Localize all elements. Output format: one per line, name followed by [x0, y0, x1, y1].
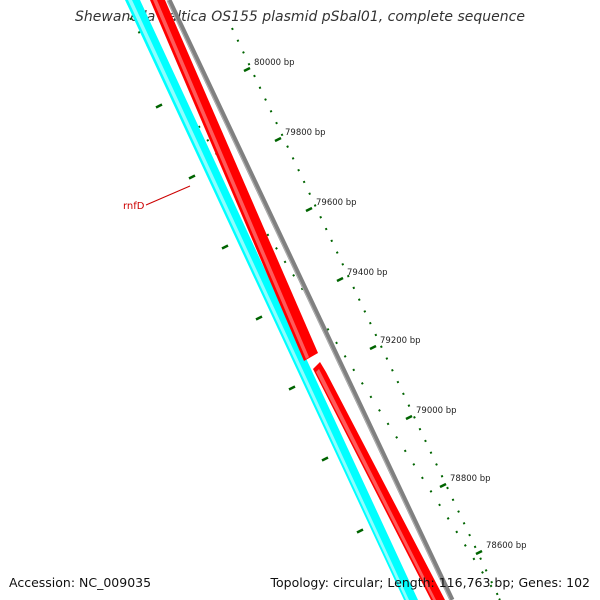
outer-major-tick: [274, 136, 282, 143]
scale-label: 79400 bp: [347, 268, 388, 278]
outer-major-tick: [439, 482, 447, 489]
forward-strand-track: [150, 0, 445, 600]
inner-major-ticks: [155, 103, 364, 534]
inner-major-tick: [221, 244, 229, 250]
forward-cds-highlight-2: [316, 369, 436, 600]
outer-major-tick: [336, 276, 344, 283]
scale-label: 78800 bp: [450, 474, 491, 484]
scale-labels: 80000 bp 79800 bp 79600 bp 79400 bp 79200 bp…: [254, 58, 527, 551]
forward-cds-feature-1: [150, 0, 318, 361]
map-title: Shewanella baltica OS155 plasmid pSbal01…: [75, 9, 525, 25]
reverse-cds-feature: [125, 0, 418, 600]
scale-label: 79000 bp: [416, 406, 457, 416]
scale-label: 78600 bp: [486, 541, 527, 551]
reverse-cds-highlight: [128, 0, 409, 600]
reverse-strand-track: [125, 0, 418, 600]
forward-cds-highlight-1: [153, 0, 309, 359]
inner-major-tick: [356, 528, 364, 534]
outer-major-tick: [475, 549, 483, 556]
backbone-shade: [166, 0, 451, 600]
outer-tick-ring: 80000 bp 79800 bp 79600 bp 79400 bp 79200 bp…: [231, 27, 527, 600]
gene-label-leader: [145, 185, 191, 206]
outer-major-tick: [369, 344, 377, 351]
outer-tick-dots: [231, 27, 501, 600]
inner-major-tick: [288, 385, 296, 391]
backbone-line: [166, 0, 455, 600]
outer-major-tick: [305, 206, 313, 213]
scale-label: 79200 bp: [380, 336, 421, 346]
inner-major-tick: [188, 174, 196, 180]
sequence-summary: Topology: circular; Length: 116,763 bp; …: [270, 575, 591, 590]
forward-cds-feature-2: [313, 362, 445, 600]
inner-major-tick: [321, 456, 329, 462]
gene-label-rnfD: rnfD: [123, 201, 145, 212]
accession-text: Accession: NC_009035: [9, 575, 152, 590]
inner-major-tick: [255, 315, 263, 321]
gene-label-group: rnfD: [123, 185, 191, 212]
backbone-track: [166, 0, 455, 600]
scale-label: 79800 bp: [285, 128, 326, 138]
outer-major-ticks: [243, 66, 483, 556]
scale-label: 80000 bp: [254, 58, 295, 68]
outer-major-tick: [243, 66, 251, 73]
inner-major-tick: [155, 103, 163, 109]
outer-major-tick: [405, 414, 413, 421]
scale-label: 79600 bp: [316, 198, 357, 208]
